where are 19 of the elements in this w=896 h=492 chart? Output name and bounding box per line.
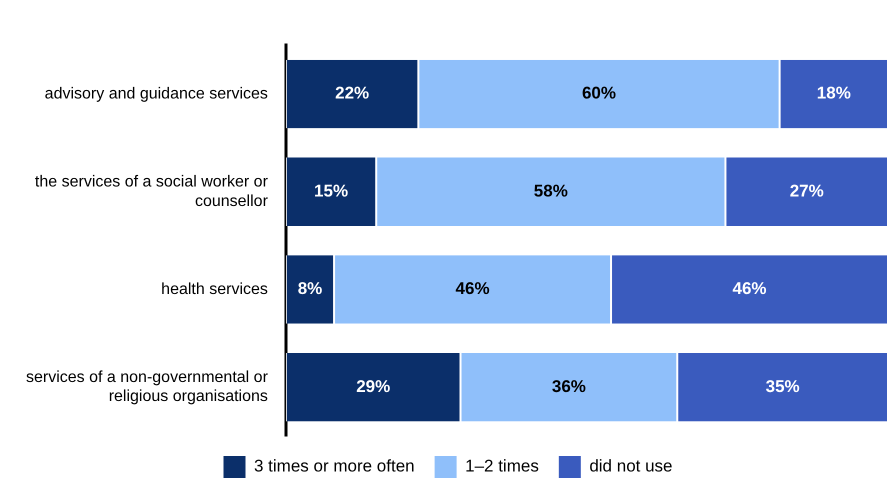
data-label: 46% [456,279,490,298]
data-label: 60% [582,84,616,103]
data-label: 46% [732,279,767,298]
data-label: 15% [314,181,348,200]
data-label: 36% [552,376,586,396]
legend-label: did not use [589,456,673,476]
data-label: 8% [298,279,322,298]
data-label: 35% [766,376,800,396]
legend-label: 3 times or more often [254,456,415,476]
data-label: 18% [816,84,851,103]
data-label: 22% [335,84,370,103]
y-tick-label: services of a non-governmental or religious organisations [26,368,269,406]
data-label: 27% [790,181,824,200]
y-tick-label: health services [161,280,268,298]
data-label: 29% [356,376,390,396]
y-tick-label: the services of a social worker or counsellor [34,174,269,210]
legend-label: 1–2 times [465,456,539,476]
y-tick-label: advisory and guidance services [44,85,268,102]
data-label: 58% [534,181,568,200]
